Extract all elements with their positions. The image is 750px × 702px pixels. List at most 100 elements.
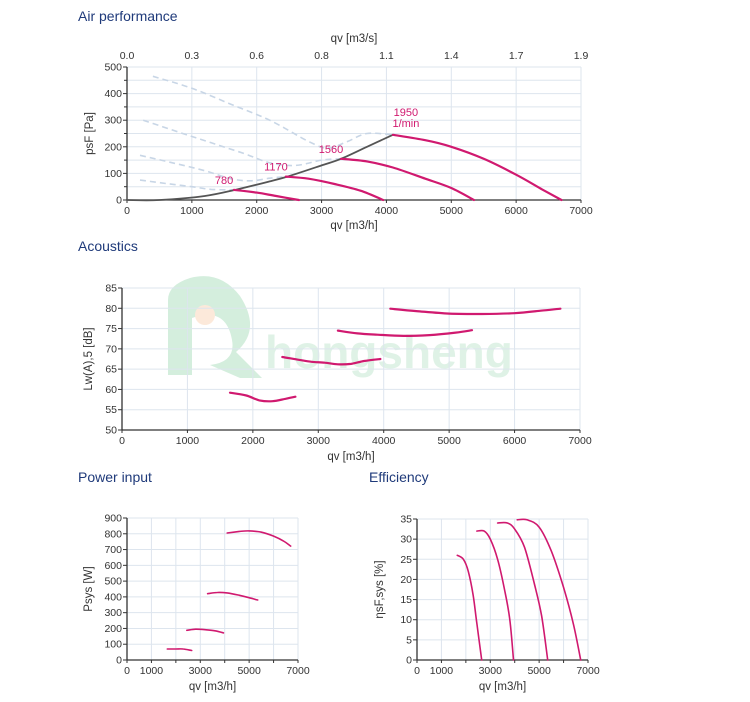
y-tick-label: 25 <box>400 554 412 566</box>
series-line-1560 <box>496 521 549 661</box>
x-tick-label: 4000 <box>375 205 399 217</box>
y-axis-label: psF [Pa] <box>84 112 96 155</box>
power-input-title: Power input <box>78 469 152 485</box>
y-tick-label: 0 <box>116 195 122 207</box>
series-line-780 <box>228 391 297 403</box>
curve-label-1560: 1560 <box>319 144 343 156</box>
y-tick-label: 65 <box>105 364 117 376</box>
dashed-curve-1560-ext <box>142 119 342 167</box>
efficiency-chart: 0 1000 3000 5000 7000 0 5 10 15 20 25 30 35 qv [m3/h]… <box>374 514 600 694</box>
x-axis-label: qv [m3/h] <box>479 681 526 693</box>
dashed-curve-780-ext <box>139 179 235 191</box>
air-performance-title: Air performance <box>78 8 178 24</box>
y-tick-label: 85 <box>105 283 117 295</box>
watermark-text: hongsheng <box>265 326 513 378</box>
x-tick-label: 0 <box>414 665 420 677</box>
y-tick-label: 700 <box>104 544 122 556</box>
y-tick-label: 200 <box>104 623 122 635</box>
x-tick-label: 3000 <box>307 435 331 447</box>
y-tick-label: 70 <box>105 343 117 355</box>
series-line-780 <box>232 188 300 202</box>
y-tick-label: 200 <box>104 141 122 153</box>
series-line-1170 <box>476 529 515 661</box>
y-tick-label: 30 <box>400 534 412 546</box>
y-tick-label: 75 <box>105 323 117 335</box>
y-tick-label: 400 <box>104 591 122 603</box>
x-tick-label: 4000 <box>372 435 396 447</box>
x-tick-label: 0 <box>119 435 125 447</box>
x-tick-label: 2000 <box>241 435 265 447</box>
y-tick-label: 20 <box>400 574 412 586</box>
y-tick-label: 55 <box>105 404 117 416</box>
y-tick-label: 80 <box>105 303 117 315</box>
acoustics-chart: 0 1000 2000 3000 4000 5000 6000 7000 50 55 60 65 70 7… <box>83 283 592 464</box>
x-tick-label: 7000 <box>569 205 593 217</box>
series-line-1950 <box>389 307 562 316</box>
top-x-tick-label: 0.6 <box>249 50 264 62</box>
series-line-1560 <box>339 157 476 202</box>
x-tick-label: 3000 <box>479 665 503 677</box>
y-tick-label: 300 <box>104 115 122 127</box>
efficiency-title: Efficiency <box>369 469 429 485</box>
y-tick-label: 300 <box>104 607 122 619</box>
x-axis-label: qv [m3/h] <box>189 681 236 693</box>
series-line-780 <box>456 554 483 661</box>
x-tick-label: 1000 <box>140 665 164 677</box>
x-tick-label: 5000 <box>237 665 261 677</box>
x-tick-label: 2000 <box>245 205 269 217</box>
series-line-1950 <box>226 530 292 547</box>
air-performance-chart: 0 1000 2000 3000 4000 5000 6000 7000 0 100 200 300 4… <box>84 33 593 232</box>
acoustics-title: Acoustics <box>78 238 138 254</box>
x-tick-label: 1000 <box>430 665 454 677</box>
top-x-tick-label: 1.1 <box>379 50 394 62</box>
top-x-tick-label: 1.7 <box>509 50 524 62</box>
y-tick-label: 60 <box>105 384 117 396</box>
series-line-780 <box>166 648 193 652</box>
x-tick-label: 5000 <box>527 665 551 677</box>
curve-label-1950: 1950 <box>394 107 418 119</box>
y-tick-label: 500 <box>104 576 122 588</box>
y-tick-label: 400 <box>104 88 122 100</box>
x-tick-label: 1000 <box>176 435 200 447</box>
y-tick-label: 10 <box>400 614 412 626</box>
series-line-1560 <box>336 329 474 338</box>
top-x-tick-label: 0.0 <box>120 50 135 62</box>
x-tick-label: 7000 <box>568 435 592 447</box>
x-tick-label: 7000 <box>286 665 310 677</box>
y-tick-label: 900 <box>104 513 122 525</box>
x-tick-label: 0 <box>124 665 130 677</box>
y-axis-label: Lw(A),5 [dB] <box>83 327 95 390</box>
top-x-tick-label: 0.8 <box>314 50 329 62</box>
y-tick-label: 35 <box>400 514 412 526</box>
x-tick-label: 1000 <box>180 205 204 217</box>
series-line-1950 <box>391 133 563 202</box>
series-line-1560 <box>206 591 259 601</box>
top-x-tick-label: 1.9 <box>574 50 589 62</box>
x-tick-label: 5000 <box>440 205 464 217</box>
y-axis-label: ηsF,sys [%] <box>374 560 386 618</box>
y-tick-label: 500 <box>104 62 122 74</box>
y-tick-label: 100 <box>104 168 122 180</box>
x-tick-label: 0 <box>124 205 130 217</box>
y-tick-label: 800 <box>104 528 122 540</box>
watermark-logo <box>168 276 262 378</box>
top-x-tick-label: 1.4 <box>444 50 459 62</box>
y-tick-label: 600 <box>104 560 122 572</box>
y-tick-label: 100 <box>104 639 122 651</box>
power-input-chart: 0 1000 3000 5000 7000 0 100 200 300 400 500 600 700 8… <box>83 513 310 694</box>
y-tick-label: 5 <box>406 634 412 646</box>
y-tick-label: 0 <box>406 655 412 667</box>
y-tick-label: 0 <box>116 655 122 667</box>
x-tick-label: 5000 <box>437 435 461 447</box>
y-tick-label: 50 <box>105 425 117 437</box>
series-line-1950 <box>516 518 582 661</box>
series-line-1170 <box>281 355 382 366</box>
curve-label-1170: 1170 <box>264 162 288 174</box>
dashed-curve-1950-ext <box>152 75 393 149</box>
dashed-curve-1170-ext <box>139 154 286 182</box>
top-x-axis-label: qv [m3/s] <box>331 33 378 45</box>
system-curve <box>126 133 394 202</box>
x-tick-label: 3000 <box>189 665 213 677</box>
series-line-1170 <box>186 628 225 634</box>
